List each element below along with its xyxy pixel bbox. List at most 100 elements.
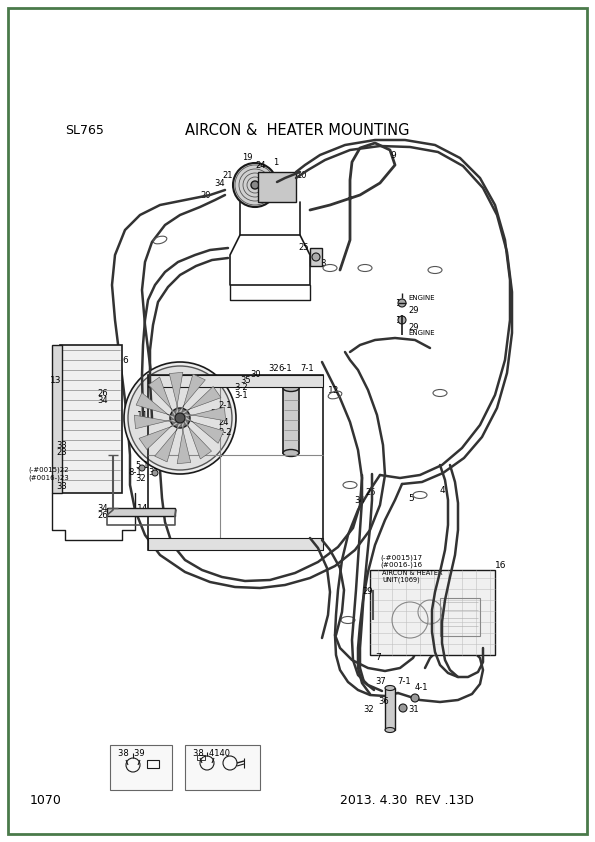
Text: SL765: SL765 xyxy=(65,124,104,136)
Text: 36: 36 xyxy=(378,697,389,706)
Text: 26: 26 xyxy=(97,388,108,397)
Text: 34: 34 xyxy=(214,179,225,188)
Text: 6: 6 xyxy=(122,355,128,365)
Circle shape xyxy=(398,299,406,307)
Text: 34: 34 xyxy=(310,251,321,259)
Text: 6-1: 6-1 xyxy=(278,364,292,372)
Text: 11: 11 xyxy=(137,411,149,419)
Text: 28: 28 xyxy=(210,408,221,418)
Polygon shape xyxy=(169,372,183,414)
Text: UNIT(1069): UNIT(1069) xyxy=(382,577,419,584)
Circle shape xyxy=(152,470,158,476)
Bar xyxy=(185,745,260,790)
Text: 19: 19 xyxy=(242,152,252,162)
Text: 29: 29 xyxy=(362,588,372,596)
Text: ENGINE: ENGINE xyxy=(408,295,434,301)
Circle shape xyxy=(251,181,259,189)
Polygon shape xyxy=(178,374,205,413)
Circle shape xyxy=(139,465,145,471)
Text: 34: 34 xyxy=(97,504,108,513)
Bar xyxy=(52,345,62,493)
Bar xyxy=(148,375,323,387)
Text: 1: 1 xyxy=(273,157,278,167)
Bar xyxy=(60,345,122,493)
Text: (#0016-)23: (#0016-)23 xyxy=(28,475,69,482)
Text: 24: 24 xyxy=(218,418,228,427)
Circle shape xyxy=(233,163,277,207)
Bar xyxy=(148,538,323,550)
Text: 32: 32 xyxy=(363,706,374,715)
Ellipse shape xyxy=(283,450,299,456)
Text: 15: 15 xyxy=(395,316,406,324)
Text: 3-1: 3-1 xyxy=(234,391,248,399)
Circle shape xyxy=(411,694,419,702)
Bar xyxy=(310,248,322,266)
Text: 31: 31 xyxy=(148,467,159,477)
Text: 2013. 4.30  REV .13D: 2013. 4.30 REV .13D xyxy=(340,793,474,807)
Text: 26: 26 xyxy=(97,511,108,520)
Text: (-#0015)17: (-#0015)17 xyxy=(380,555,422,562)
Ellipse shape xyxy=(283,385,299,392)
Text: 34: 34 xyxy=(97,396,108,404)
Circle shape xyxy=(128,366,232,470)
Circle shape xyxy=(398,316,406,324)
Text: 33: 33 xyxy=(56,440,67,450)
Text: 38  4140: 38 4140 xyxy=(193,749,230,758)
Polygon shape xyxy=(155,424,182,462)
Bar xyxy=(197,755,205,760)
Text: 30: 30 xyxy=(250,370,261,379)
Polygon shape xyxy=(139,422,178,450)
Text: 21: 21 xyxy=(222,170,233,179)
Text: 4-1: 4-1 xyxy=(415,684,428,692)
Text: 31: 31 xyxy=(408,706,419,715)
Circle shape xyxy=(312,253,320,261)
Polygon shape xyxy=(181,386,221,414)
Circle shape xyxy=(170,408,190,428)
Polygon shape xyxy=(177,422,191,464)
Text: 16: 16 xyxy=(495,561,506,569)
Text: 24: 24 xyxy=(255,161,265,169)
Text: 23: 23 xyxy=(56,447,67,456)
Text: 14: 14 xyxy=(137,504,148,513)
Polygon shape xyxy=(134,415,176,429)
Ellipse shape xyxy=(385,727,395,733)
Text: AIRCON &  HEATER MOUNTING: AIRCON & HEATER MOUNTING xyxy=(185,122,409,137)
Text: 9: 9 xyxy=(390,151,396,159)
Polygon shape xyxy=(184,408,226,421)
Text: 15: 15 xyxy=(395,299,406,307)
Bar xyxy=(440,598,480,636)
Bar xyxy=(147,760,159,768)
Text: 5-1: 5-1 xyxy=(135,461,149,470)
Polygon shape xyxy=(184,419,212,459)
Text: 10: 10 xyxy=(296,170,306,179)
Bar xyxy=(283,388,299,453)
Text: 29: 29 xyxy=(408,306,418,315)
Text: ENGINE: ENGINE xyxy=(408,330,434,336)
Bar xyxy=(258,172,296,202)
Text: 13: 13 xyxy=(50,376,61,385)
Text: 25: 25 xyxy=(365,488,375,497)
Text: (-#0015)22: (-#0015)22 xyxy=(28,466,68,473)
Text: (#0016-)16: (#0016-)16 xyxy=(380,562,422,568)
Bar xyxy=(107,508,175,516)
Text: 32: 32 xyxy=(135,473,146,482)
Text: 5: 5 xyxy=(408,493,414,503)
Text: 12: 12 xyxy=(328,386,339,395)
Text: 38  39: 38 39 xyxy=(118,749,145,758)
Circle shape xyxy=(175,413,185,423)
Text: 7-1: 7-1 xyxy=(300,364,314,372)
Text: 7: 7 xyxy=(375,653,381,663)
Text: 2-2: 2-2 xyxy=(218,428,231,436)
Text: 35: 35 xyxy=(240,376,250,385)
Text: 25: 25 xyxy=(298,242,308,252)
Polygon shape xyxy=(148,377,176,417)
Text: 7-1: 7-1 xyxy=(397,678,411,686)
Text: 33: 33 xyxy=(56,482,67,491)
Polygon shape xyxy=(186,416,224,444)
Text: 32: 32 xyxy=(268,364,278,372)
Bar xyxy=(148,375,323,550)
Text: AIRCON & HEATER: AIRCON & HEATER xyxy=(382,570,443,576)
Circle shape xyxy=(124,362,236,474)
Text: 3-2: 3-2 xyxy=(234,382,248,392)
Ellipse shape xyxy=(385,685,395,690)
